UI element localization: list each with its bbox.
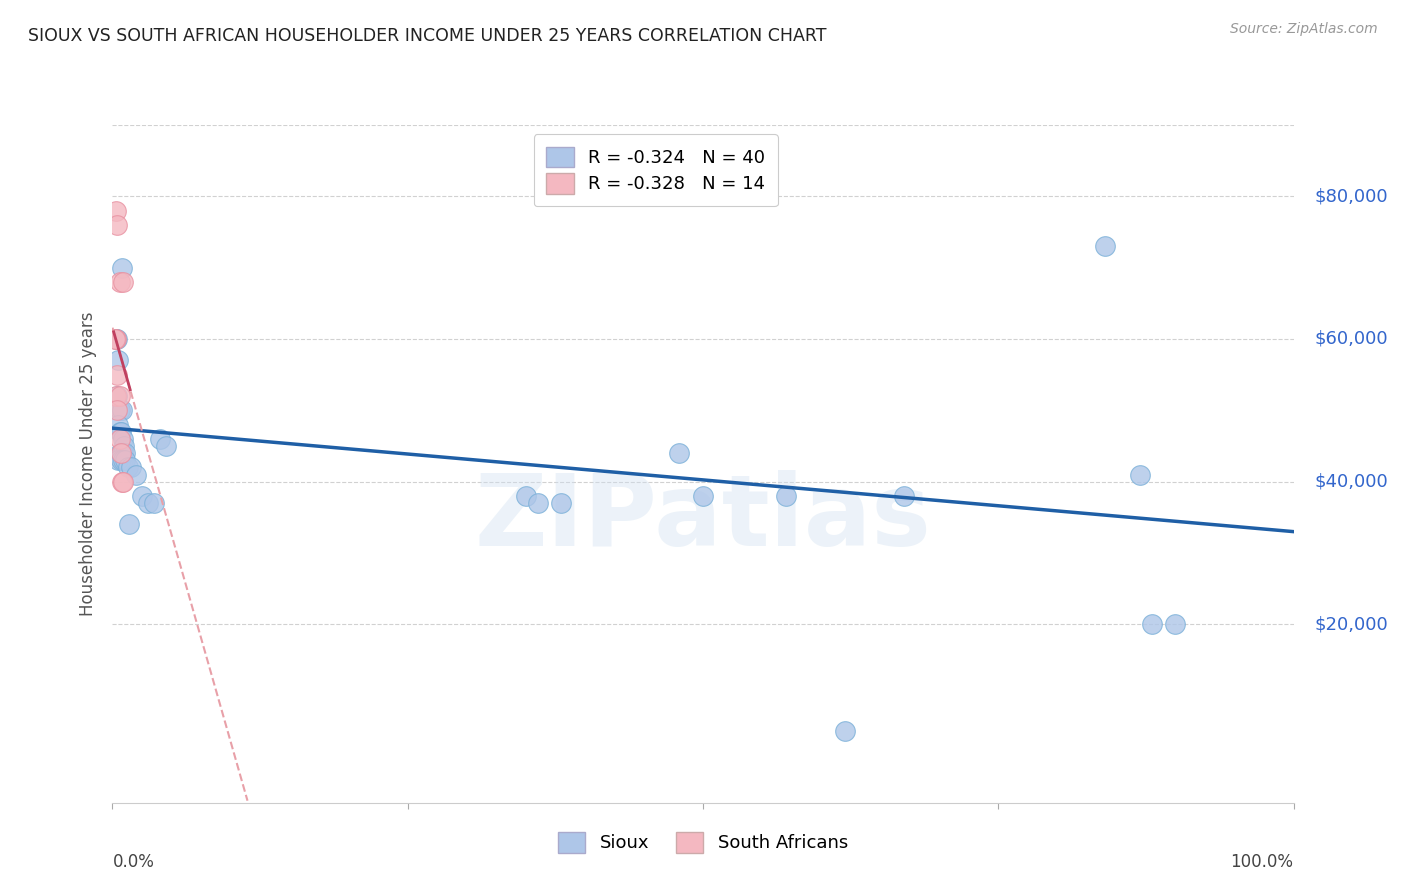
Point <box>108 425 131 439</box>
Text: $40,000: $40,000 <box>1315 473 1388 491</box>
Point <box>775 489 797 503</box>
Point <box>125 467 148 482</box>
Point <box>550 496 572 510</box>
Point <box>107 453 129 467</box>
Point <box>105 332 128 346</box>
Point <box>112 453 135 467</box>
Point <box>120 460 142 475</box>
Point <box>526 496 548 510</box>
Point <box>105 203 128 218</box>
Point <box>1129 467 1152 482</box>
Text: Source: ZipAtlas.com: Source: ZipAtlas.com <box>1230 22 1378 37</box>
Legend: Sioux, South Africans: Sioux, South Africans <box>548 822 858 862</box>
Point <box>149 432 172 446</box>
Point <box>110 425 132 439</box>
Point <box>112 439 135 453</box>
Point <box>108 432 131 446</box>
Point <box>668 446 690 460</box>
Point <box>107 417 129 432</box>
Point <box>112 446 135 460</box>
Point <box>142 496 165 510</box>
Text: $20,000: $20,000 <box>1315 615 1388 633</box>
Point <box>104 332 127 346</box>
Point <box>834 724 856 739</box>
Point <box>1094 239 1116 253</box>
Point <box>108 389 131 403</box>
Text: $60,000: $60,000 <box>1315 330 1388 348</box>
Point <box>114 446 136 460</box>
Text: $80,000: $80,000 <box>1315 187 1388 205</box>
Point <box>155 439 177 453</box>
Point <box>105 389 128 403</box>
Point <box>112 475 135 489</box>
Point <box>114 453 136 467</box>
Text: ZIPatlas: ZIPatlas <box>475 469 931 566</box>
Point <box>117 460 139 475</box>
Text: 0.0%: 0.0% <box>112 853 155 871</box>
Point <box>136 496 159 510</box>
Point <box>131 489 153 503</box>
Point <box>692 489 714 503</box>
Point <box>110 453 132 467</box>
Point <box>1140 617 1163 632</box>
Point <box>1164 617 1187 632</box>
Point <box>105 389 128 403</box>
Point <box>108 275 131 289</box>
Text: SIOUX VS SOUTH AFRICAN HOUSEHOLDER INCOME UNDER 25 YEARS CORRELATION CHART: SIOUX VS SOUTH AFRICAN HOUSEHOLDER INCOM… <box>28 27 827 45</box>
Point <box>111 260 134 275</box>
Point <box>515 489 537 503</box>
Point <box>107 353 129 368</box>
Point <box>112 432 135 446</box>
Point <box>110 446 132 460</box>
Point <box>105 218 128 232</box>
Point <box>108 403 131 417</box>
Point <box>112 275 135 289</box>
Point <box>105 332 128 346</box>
Point <box>105 403 128 417</box>
Point <box>118 517 141 532</box>
Point <box>108 446 131 460</box>
Point <box>105 368 128 382</box>
Point <box>111 475 134 489</box>
Y-axis label: Householder Income Under 25 years: Householder Income Under 25 years <box>79 311 97 616</box>
Point <box>111 446 134 460</box>
Text: 100.0%: 100.0% <box>1230 853 1294 871</box>
Point <box>105 332 128 346</box>
Point <box>111 403 134 417</box>
Point <box>893 489 915 503</box>
